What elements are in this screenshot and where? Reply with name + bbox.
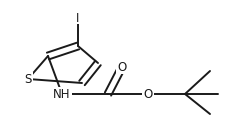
- Text: NH: NH: [53, 88, 71, 101]
- Text: S: S: [24, 73, 32, 86]
- Text: O: O: [143, 88, 153, 101]
- Text: O: O: [117, 61, 127, 74]
- Text: I: I: [76, 11, 80, 24]
